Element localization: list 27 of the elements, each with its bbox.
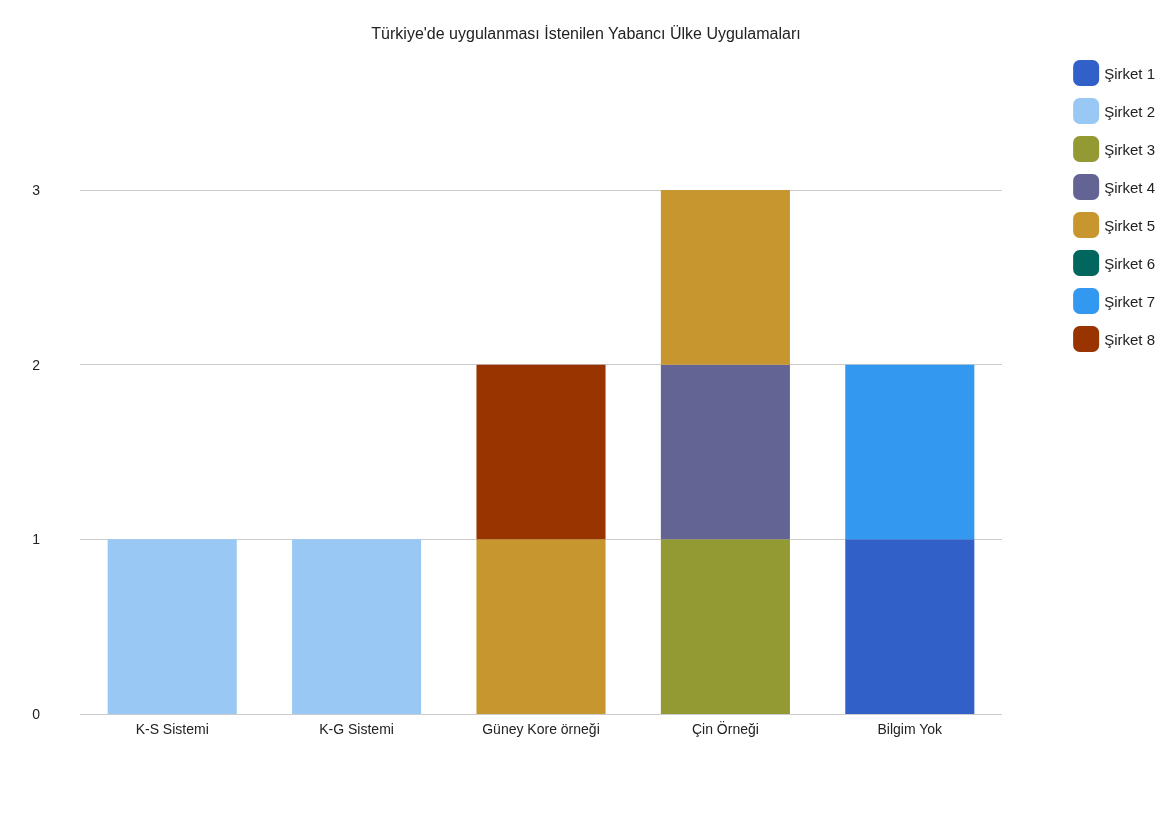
chart-title: Türkiye'de uygulanması İstenilen Yabancı Ülke Uygulamaları xyxy=(371,23,801,42)
bar xyxy=(845,364,975,540)
bar xyxy=(476,539,606,714)
bar xyxy=(660,190,790,365)
bar xyxy=(845,539,975,714)
legend-label: Şirket 3 xyxy=(1104,140,1156,158)
x-tick-label: K-S Sistemi xyxy=(135,721,209,737)
bar xyxy=(476,364,606,540)
x-tick-label: Bilgim Yok xyxy=(877,721,944,737)
bar xyxy=(660,364,790,540)
bar xyxy=(660,539,790,714)
y-tick-label: 1 xyxy=(32,531,41,548)
legend-label: Şirket 2 xyxy=(1104,102,1156,120)
legend-label: Şirket 7 xyxy=(1104,292,1156,310)
y-tick-label: 3 xyxy=(32,182,41,198)
legend-label: Şirket 6 xyxy=(1104,254,1156,272)
bar xyxy=(107,539,237,714)
legend-label: Şirket 4 xyxy=(1104,178,1156,196)
legend-label: Şirket 8 xyxy=(1104,330,1156,348)
legend-label: Şirket 5 xyxy=(1104,216,1156,234)
x-tick-label: K-G Sistemi xyxy=(319,721,394,737)
x-tick-label: Güney Kore örneği xyxy=(482,721,600,737)
y-tick-label: 2 xyxy=(32,356,41,373)
x-tick-label: Çin Örneği xyxy=(691,720,759,737)
bar xyxy=(292,539,422,714)
legend-label: Şirket 1 xyxy=(1104,64,1156,82)
y-tick-label: 0 xyxy=(32,706,41,722)
